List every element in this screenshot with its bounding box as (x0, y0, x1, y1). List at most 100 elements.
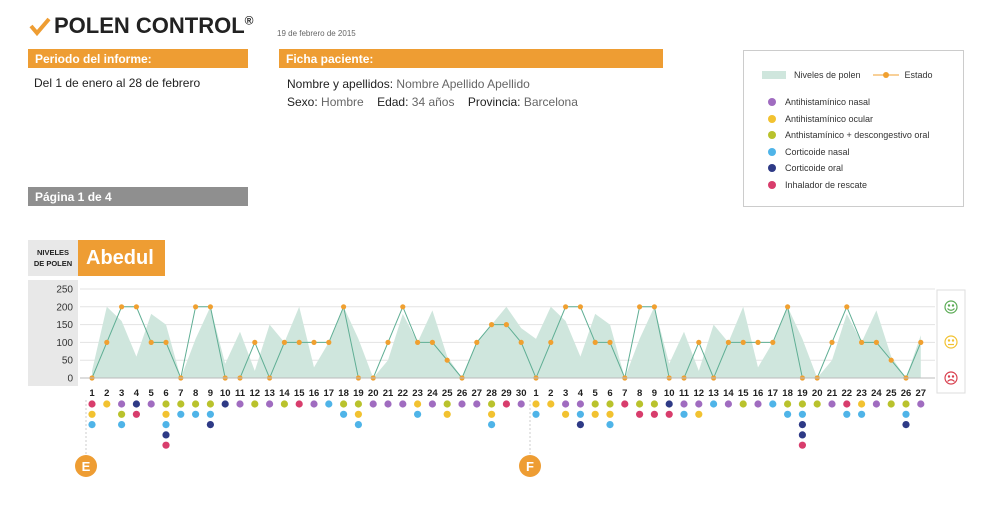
status-dot (873, 339, 880, 345)
x-tick-label: 20 (812, 388, 823, 399)
status-dot (207, 304, 213, 310)
medication-dot (769, 400, 777, 408)
status-dot (637, 304, 643, 310)
medication-dot (902, 410, 910, 418)
x-tick-label: 26 (901, 388, 912, 399)
x-tick-label: 12 (694, 388, 705, 399)
x-tick-label: 3 (563, 388, 568, 399)
y-axis-band (28, 280, 78, 386)
medication-dot (798, 421, 807, 429)
x-tick-label: 11 (235, 388, 246, 399)
medication-dot (754, 400, 762, 408)
medication-dot (206, 421, 214, 429)
label: Sexo: (287, 95, 318, 109)
y-tick-label: 200 (56, 302, 73, 313)
status-dot (193, 304, 199, 310)
x-tick-label: 3 (119, 388, 124, 399)
face-neutral (944, 335, 958, 349)
value: Hombre (321, 95, 364, 109)
x-tick-label: 14 (723, 388, 734, 399)
status-dot (104, 339, 110, 345)
status-dot (429, 339, 435, 345)
x-tick-label: 12 (250, 388, 261, 399)
medication-dot (695, 410, 703, 418)
legend-label: Inhalador de rescate (785, 179, 868, 190)
status-dot (311, 339, 317, 345)
medication-dot (310, 400, 318, 408)
legend-swatch (872, 72, 899, 78)
medication-dot (414, 400, 422, 408)
medication-dot (162, 400, 170, 408)
x-tick-label: 11 (679, 388, 690, 399)
x-tick-label: 18 (782, 388, 793, 399)
legend-row: Corticoide oral (768, 163, 843, 173)
status-dot (548, 339, 554, 345)
medication-dot (354, 400, 362, 408)
x-tick-label: 27 (916, 388, 927, 399)
medication-dot (606, 410, 614, 418)
status-dot (444, 357, 450, 363)
period: Del 1 de enero al 28 de febrero (34, 76, 201, 90)
medication-dot (784, 410, 792, 418)
legend-row: Corticoide nasal (768, 147, 850, 157)
medication-dot (251, 400, 259, 408)
y-tick-label: 100 (56, 338, 73, 349)
y-axis-label: NIVELES DE POLEN (28, 240, 78, 276)
medication-dot (517, 400, 525, 408)
pollen-area (92, 306, 921, 378)
brand: POLEN CONTROL® (54, 13, 254, 39)
status-dot (474, 339, 480, 345)
x-tick-label: 1 (533, 388, 539, 399)
x-tick-label: 22 (842, 388, 853, 399)
medication-dot (591, 400, 599, 408)
medication-dot (858, 400, 866, 408)
medication-dot (724, 400, 733, 408)
value: Barcelona (523, 95, 578, 109)
medication-dot (340, 410, 348, 418)
medication-dot (266, 400, 274, 408)
x-tick-label: 2 (548, 388, 553, 399)
medication-dot (621, 400, 629, 408)
x-tick-label: 5 (593, 388, 599, 399)
face-box (936, 289, 966, 394)
medication-dot (798, 400, 807, 408)
medication-dot (354, 410, 362, 418)
brand-title: POLEN CONTROL (54, 13, 245, 38)
x-tick-label: 19 (353, 388, 364, 399)
status-dot (755, 339, 761, 345)
period-heading: Periodo del informe: (28, 49, 248, 68)
legend-dot (768, 114, 776, 123)
status-dot (163, 339, 169, 345)
medication-dot (162, 421, 170, 429)
status-dot (296, 339, 302, 345)
medication-dot (118, 400, 126, 408)
x-tick-label: 29 (501, 388, 512, 399)
x-tick-label: 24 (871, 388, 882, 399)
status-dot (592, 339, 598, 345)
medication-dot (887, 400, 895, 408)
value: 34 años (411, 95, 455, 109)
status-dot (489, 322, 495, 328)
x-tick-label: 4 (134, 388, 140, 399)
x-tick-label: 20 (368, 388, 379, 399)
status-dot (400, 304, 406, 310)
x-tick-label: 9 (208, 388, 213, 399)
x-tick-label: 15 (738, 388, 749, 399)
x-tick-label: 15 (294, 388, 305, 399)
medication-dot (576, 410, 585, 418)
medication-dot (177, 410, 185, 418)
x-tick-label: 7 (622, 388, 627, 399)
legend: Niveles de polen Estado Antihistamínico na… (743, 50, 964, 207)
x-tick-label: 28 (486, 388, 497, 399)
medication-dot (147, 400, 155, 408)
medication-dot (162, 410, 170, 418)
medication-dot (813, 400, 821, 408)
legend-swatch (762, 71, 786, 79)
month-badge (519, 455, 541, 477)
status-dot (148, 339, 154, 345)
x-tick-label: 8 (193, 388, 198, 399)
x-tick-label: 23 (412, 388, 423, 399)
legend-dot (768, 98, 776, 106)
legend-label: Corticoide nasal (785, 146, 850, 157)
